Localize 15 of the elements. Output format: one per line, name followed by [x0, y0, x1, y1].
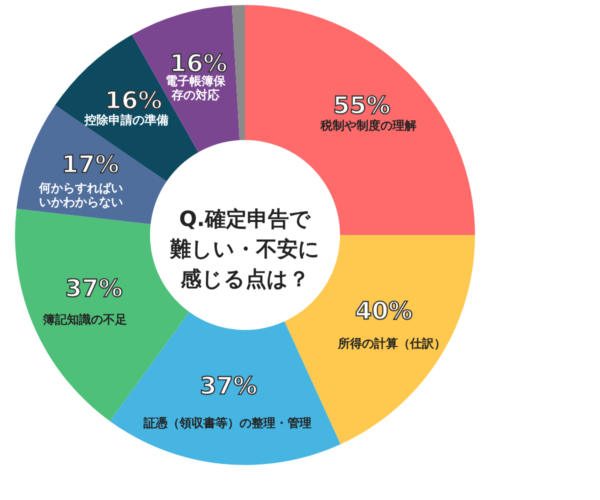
data-label: 55% — [332, 91, 390, 120]
slice-label: 税制や制度の理解 — [320, 118, 417, 132]
data-label: 40% — [355, 297, 413, 326]
data-label: 16% — [104, 86, 162, 114]
donut-slice — [232, 5, 245, 140]
donut-slice — [245, 5, 475, 235]
slice-label: 何からすればいいかわからない — [38, 180, 124, 209]
text: Q.確定申告で難しい・不安に感じる点は？ — [169, 207, 320, 291]
slice-label: 所得の計算（仕訳） — [337, 336, 446, 351]
slice-label: 控除申請の準備 — [84, 113, 169, 128]
data-label: 37% — [200, 372, 258, 400]
data-label: 17% — [62, 150, 120, 178]
slice-label: 簿記知識の不足 — [42, 312, 127, 326]
slice-label: 証憑（領収書等）の整理・管理 — [142, 416, 312, 430]
data-label: 37% — [65, 274, 123, 302]
